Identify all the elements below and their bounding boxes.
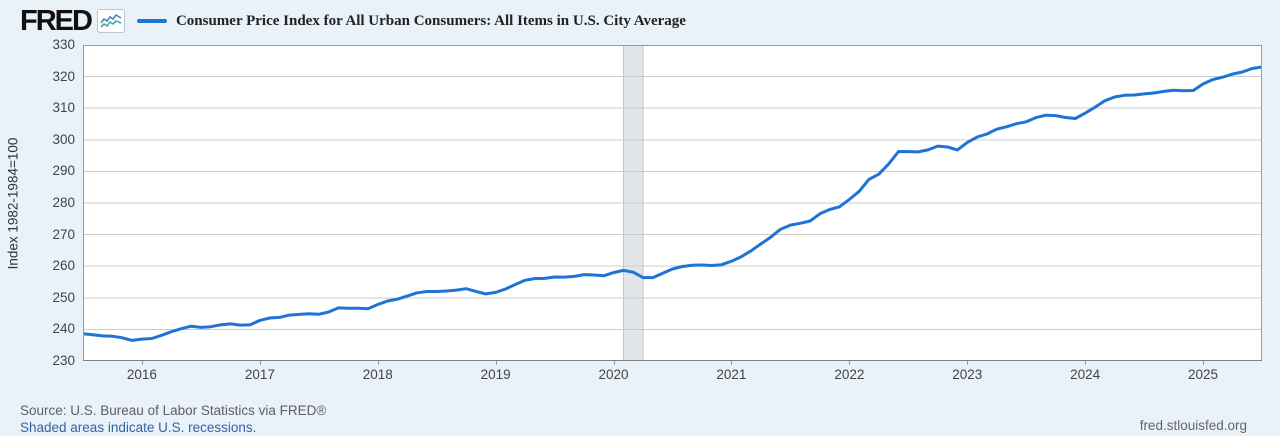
y-tick-label: 250 bbox=[52, 289, 75, 305]
y-tick-label: 260 bbox=[52, 258, 75, 274]
x-tick-label: 2017 bbox=[220, 361, 300, 382]
site-link[interactable]: fred.stlouisfed.org bbox=[1139, 418, 1247, 433]
fred-logo[interactable]: FRED bbox=[20, 5, 93, 37]
y-tick-label: 280 bbox=[52, 195, 75, 210]
legend-line-swatch bbox=[136, 19, 167, 23]
y-tick-label: 310 bbox=[52, 100, 75, 116]
x-tick-label: 2023 bbox=[927, 361, 1007, 382]
plot-area[interactable] bbox=[83, 45, 1262, 361]
legend-label: Consumer Price Index for All Urban Consu… bbox=[175, 12, 686, 29]
cpi-line[interactable] bbox=[83, 65, 1262, 342]
y-tick-label: 230 bbox=[52, 353, 75, 368]
x-tick-label: 2021 bbox=[691, 361, 771, 382]
sparkline-icon bbox=[96, 9, 125, 33]
x-tick-label: 2024 bbox=[1045, 361, 1125, 382]
x-tick-label: 2022 bbox=[809, 361, 889, 382]
y-tick-label: 270 bbox=[52, 226, 75, 242]
series-legend: Consumer Price Index for All Urban Consu… bbox=[136, 12, 686, 30]
x-tick-label: 2018 bbox=[338, 361, 418, 382]
y-tick-label: 320 bbox=[52, 68, 75, 84]
x-tick-label: 2016 bbox=[102, 361, 182, 382]
y-tick-label: 240 bbox=[52, 321, 75, 337]
y-tick-label: 290 bbox=[52, 163, 75, 179]
x-tick-label: 2019 bbox=[456, 361, 536, 382]
chart-header: FRED Consumer Price Index for All Urban … bbox=[20, 5, 686, 37]
recessions-link[interactable]: Shaded areas indicate U.S. recessions. bbox=[20, 420, 257, 435]
x-tick-label: 2025 bbox=[1163, 361, 1243, 382]
y-tick-label: 300 bbox=[52, 131, 75, 147]
source-text: Source: U.S. Bureau of Labor Statistics … bbox=[20, 403, 327, 418]
cpi-line-chart[interactable] bbox=[83, 45, 1262, 361]
x-tick-label: 2020 bbox=[574, 361, 654, 382]
y-tick-label: 330 bbox=[52, 37, 75, 52]
